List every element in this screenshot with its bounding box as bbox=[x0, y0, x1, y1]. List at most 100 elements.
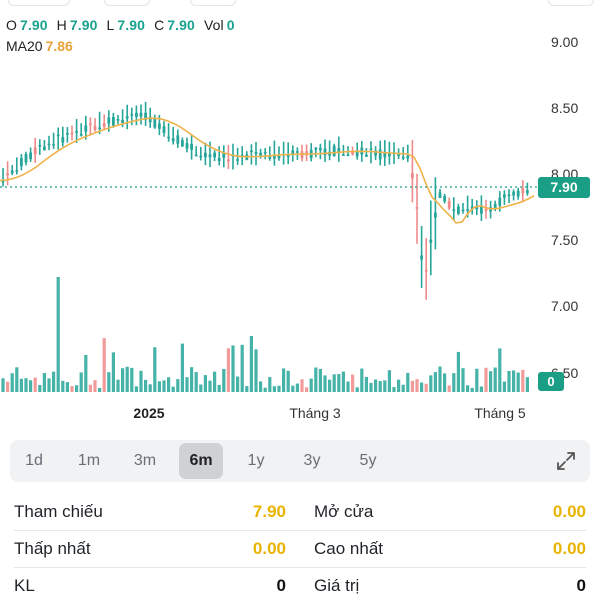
candle-body bbox=[135, 112, 138, 117]
volume-bar bbox=[318, 368, 322, 392]
high-value: 7.90 bbox=[69, 17, 98, 33]
volume-bar bbox=[498, 348, 502, 392]
candle-body bbox=[130, 114, 134, 116]
volume-bar bbox=[406, 372, 410, 392]
volume-bar bbox=[507, 371, 511, 392]
close-value: 7.90 bbox=[167, 17, 195, 33]
candle-body bbox=[277, 156, 281, 159]
candle-body bbox=[466, 209, 469, 211]
candle-body bbox=[521, 187, 525, 194]
high-label: H bbox=[56, 17, 67, 33]
volume-bar bbox=[516, 372, 520, 392]
candle-body bbox=[286, 154, 290, 157]
candle-body bbox=[1, 180, 5, 183]
candle-body bbox=[268, 156, 272, 159]
volume-bar bbox=[203, 375, 207, 392]
volume-bar bbox=[61, 380, 65, 392]
volume-bar bbox=[383, 380, 387, 392]
volume-bar bbox=[24, 378, 28, 392]
volume-bar bbox=[525, 377, 529, 392]
volume-bar bbox=[38, 385, 42, 392]
volume-bar bbox=[470, 387, 474, 392]
candle-body bbox=[75, 131, 78, 133]
volume-bar bbox=[305, 387, 309, 392]
candle-body bbox=[388, 153, 391, 157]
close-label: C bbox=[154, 17, 165, 33]
volume-bar bbox=[130, 367, 134, 392]
volume-bar bbox=[139, 370, 143, 392]
range-6m-button[interactable]: 6m bbox=[179, 443, 223, 479]
candle-body bbox=[236, 159, 239, 161]
candle-body bbox=[125, 116, 129, 119]
volume-bar bbox=[245, 386, 249, 392]
candle-body bbox=[429, 239, 433, 243]
volume-label: KL bbox=[14, 576, 35, 595]
volume-bar bbox=[489, 371, 493, 392]
range-1m-button[interactable]: 1m bbox=[77, 452, 101, 469]
candle-body bbox=[24, 154, 28, 163]
candle-body bbox=[369, 148, 373, 150]
volume-bar bbox=[364, 376, 368, 392]
expand-arrows-icon[interactable] bbox=[554, 449, 578, 473]
value-label: Giá trị bbox=[314, 576, 360, 595]
volume-bar bbox=[153, 347, 157, 392]
volume-bar bbox=[337, 374, 341, 392]
candle-body bbox=[319, 147, 322, 151]
candle-body bbox=[15, 170, 19, 172]
range-1d-button[interactable]: 1d bbox=[25, 452, 43, 469]
candle-body bbox=[273, 155, 276, 159]
volume-bar bbox=[1, 378, 5, 392]
volume-bar bbox=[157, 381, 161, 392]
price-chart[interactable]: 9.00 8.50 8.00 7.50 7.00 6.50 7.90 0 202… bbox=[0, 0, 600, 430]
range-3m-button[interactable]: 3m bbox=[133, 452, 157, 469]
volume-bar bbox=[98, 387, 102, 392]
range-3y-button[interactable]: 3y bbox=[303, 452, 321, 469]
top-tab-strip bbox=[0, 0, 600, 6]
volume-badge: 0 bbox=[538, 372, 564, 391]
ma20-line bbox=[0, 117, 535, 224]
candle-body bbox=[61, 136, 65, 143]
volume-bar bbox=[259, 381, 263, 392]
candle-body bbox=[438, 192, 442, 199]
volume-bar bbox=[452, 373, 456, 392]
volume-bar bbox=[102, 338, 106, 392]
volume-bar bbox=[443, 373, 447, 392]
volume-bar bbox=[75, 385, 79, 392]
candle-body bbox=[194, 154, 198, 157]
candle-body bbox=[47, 143, 51, 146]
candle-body bbox=[190, 143, 193, 150]
volume-bar bbox=[521, 369, 525, 392]
candle-body bbox=[56, 134, 60, 137]
candle-body bbox=[208, 154, 212, 158]
candle-body bbox=[383, 151, 387, 158]
candle-body bbox=[374, 150, 377, 156]
volume-bar bbox=[456, 351, 460, 392]
range-5y-button[interactable]: 5y bbox=[359, 452, 377, 469]
y-tick-label: 7.00 bbox=[551, 298, 578, 314]
candle-body bbox=[332, 145, 336, 157]
volume-bar bbox=[360, 368, 364, 392]
volume-bar bbox=[277, 385, 281, 392]
candle-body bbox=[346, 154, 350, 157]
candle-body bbox=[139, 112, 143, 117]
volume-bar bbox=[392, 387, 396, 392]
volume-bar bbox=[65, 382, 69, 392]
candle-body bbox=[176, 135, 180, 144]
volume-bar bbox=[484, 367, 488, 392]
y-tick-label: 8.50 bbox=[551, 100, 578, 116]
candle-body bbox=[33, 147, 37, 155]
volume-bar bbox=[171, 386, 175, 392]
candle-body bbox=[52, 144, 55, 146]
candle-body bbox=[84, 125, 88, 132]
volume-bar bbox=[387, 370, 391, 392]
candle-body bbox=[461, 209, 465, 212]
range-1y-button[interactable]: 1y bbox=[247, 452, 265, 469]
candle-body bbox=[227, 159, 230, 162]
volume-bar bbox=[52, 371, 56, 392]
volume-bar bbox=[42, 373, 46, 392]
volume-bar bbox=[236, 376, 240, 392]
volume-bar bbox=[148, 384, 152, 392]
candle-body bbox=[144, 112, 147, 120]
volume-bar bbox=[401, 384, 405, 392]
candle-body bbox=[397, 154, 400, 157]
